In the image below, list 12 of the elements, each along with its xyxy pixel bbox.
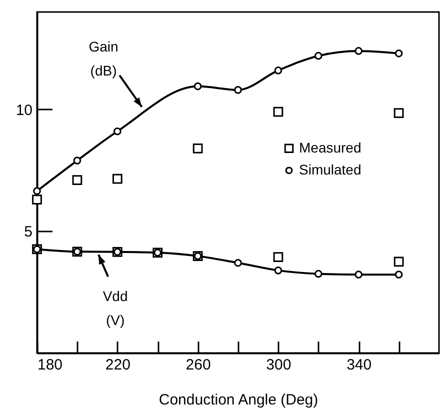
x-axis-title: Conduction Angle (Deg): [158, 392, 318, 408]
y-tick-label: 10: [16, 102, 32, 119]
x-tick-label: 340: [346, 356, 372, 374]
y-tick-label: 5: [24, 224, 32, 241]
annotation: Vdd (V): [102, 288, 128, 328]
x-tick-label: 260: [186, 356, 211, 374]
x-tick-label: 220: [105, 356, 130, 374]
x-tick-label: 300: [266, 356, 292, 374]
annotation: Gain (dB): [88, 38, 118, 78]
legend-label: Measured: [299, 139, 362, 156]
x-tick-label: 180: [38, 356, 63, 374]
legend-label: Simulated: [299, 161, 362, 178]
